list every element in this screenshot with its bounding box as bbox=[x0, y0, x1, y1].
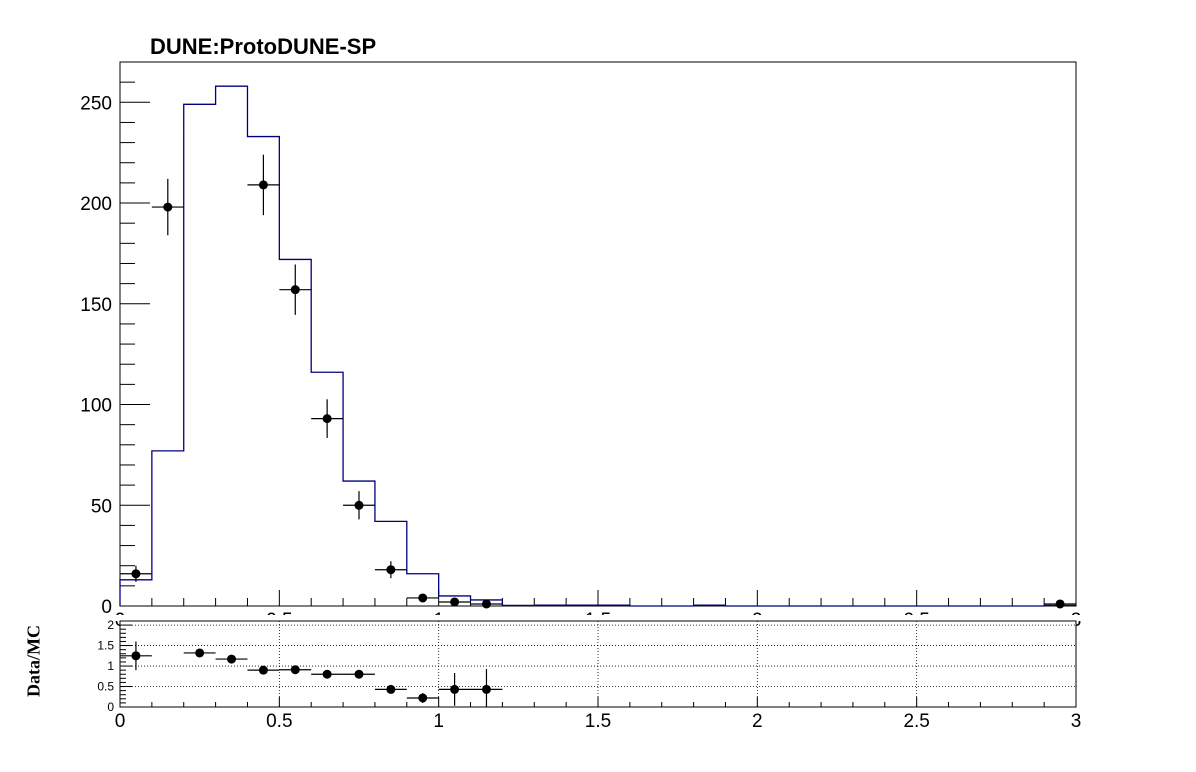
ratio-x-tick-label: 0 bbox=[115, 711, 126, 732]
ratio-gap bbox=[108, 615, 1088, 621]
data-point bbox=[418, 593, 428, 603]
ratio-point bbox=[258, 665, 268, 675]
ratio-point bbox=[481, 684, 491, 694]
ratio-point bbox=[386, 684, 396, 694]
chart-title: DUNE:ProtoDUNE-SP bbox=[150, 34, 377, 59]
y-tick-label: 0 bbox=[101, 597, 112, 618]
data-point bbox=[1055, 599, 1065, 609]
ratio-point bbox=[418, 693, 428, 703]
ratio-point bbox=[450, 684, 460, 694]
ratio-point bbox=[322, 669, 332, 679]
ratio-y-tick-label: 0.5 bbox=[97, 680, 114, 694]
data-point bbox=[386, 565, 396, 575]
ratio-y-tick-label: 0 bbox=[107, 700, 114, 714]
y-tick-label: 50 bbox=[91, 496, 112, 517]
data-point bbox=[131, 569, 141, 579]
data-point bbox=[322, 414, 332, 424]
ratio-x-tick-label: 2 bbox=[752, 711, 763, 732]
ratio-point bbox=[227, 654, 237, 664]
y-tick-label: 100 bbox=[80, 396, 112, 417]
ratio-point bbox=[131, 651, 141, 661]
ratio-x-tick-label: 3 bbox=[1071, 711, 1082, 732]
ratio-point bbox=[354, 669, 364, 679]
ratio-x-tick-label: 2.5 bbox=[903, 711, 929, 732]
data-point bbox=[481, 599, 491, 609]
ratio-y-tick-label: 1 bbox=[107, 659, 114, 673]
data-point bbox=[354, 500, 364, 510]
y-tick-label: 250 bbox=[80, 93, 112, 114]
y-tick-label: 200 bbox=[80, 194, 112, 215]
main-frame bbox=[119, 61, 1077, 607]
ratio-y-tick-label: 1.5 bbox=[97, 639, 114, 653]
ratio-point bbox=[290, 665, 300, 675]
ratio-point bbox=[195, 648, 205, 658]
data-point bbox=[163, 202, 173, 212]
ratio-x-tick-label: 1 bbox=[433, 711, 444, 732]
y-tick-label: 150 bbox=[80, 295, 112, 316]
ratio-plot: 0 0.5 1 1.5 2 0 0.5 1 1.5 2 2.5 3 bbox=[97, 615, 1088, 732]
data-point bbox=[258, 180, 268, 190]
ratio-y-tick-label: 2 bbox=[107, 618, 114, 632]
ratio-x-tick-label: 0.5 bbox=[266, 711, 292, 732]
ratio-x-tick-label: 1.5 bbox=[585, 711, 611, 732]
data-point bbox=[290, 285, 300, 295]
mc-histogram bbox=[119, 85, 1077, 607]
data-point bbox=[450, 597, 460, 607]
